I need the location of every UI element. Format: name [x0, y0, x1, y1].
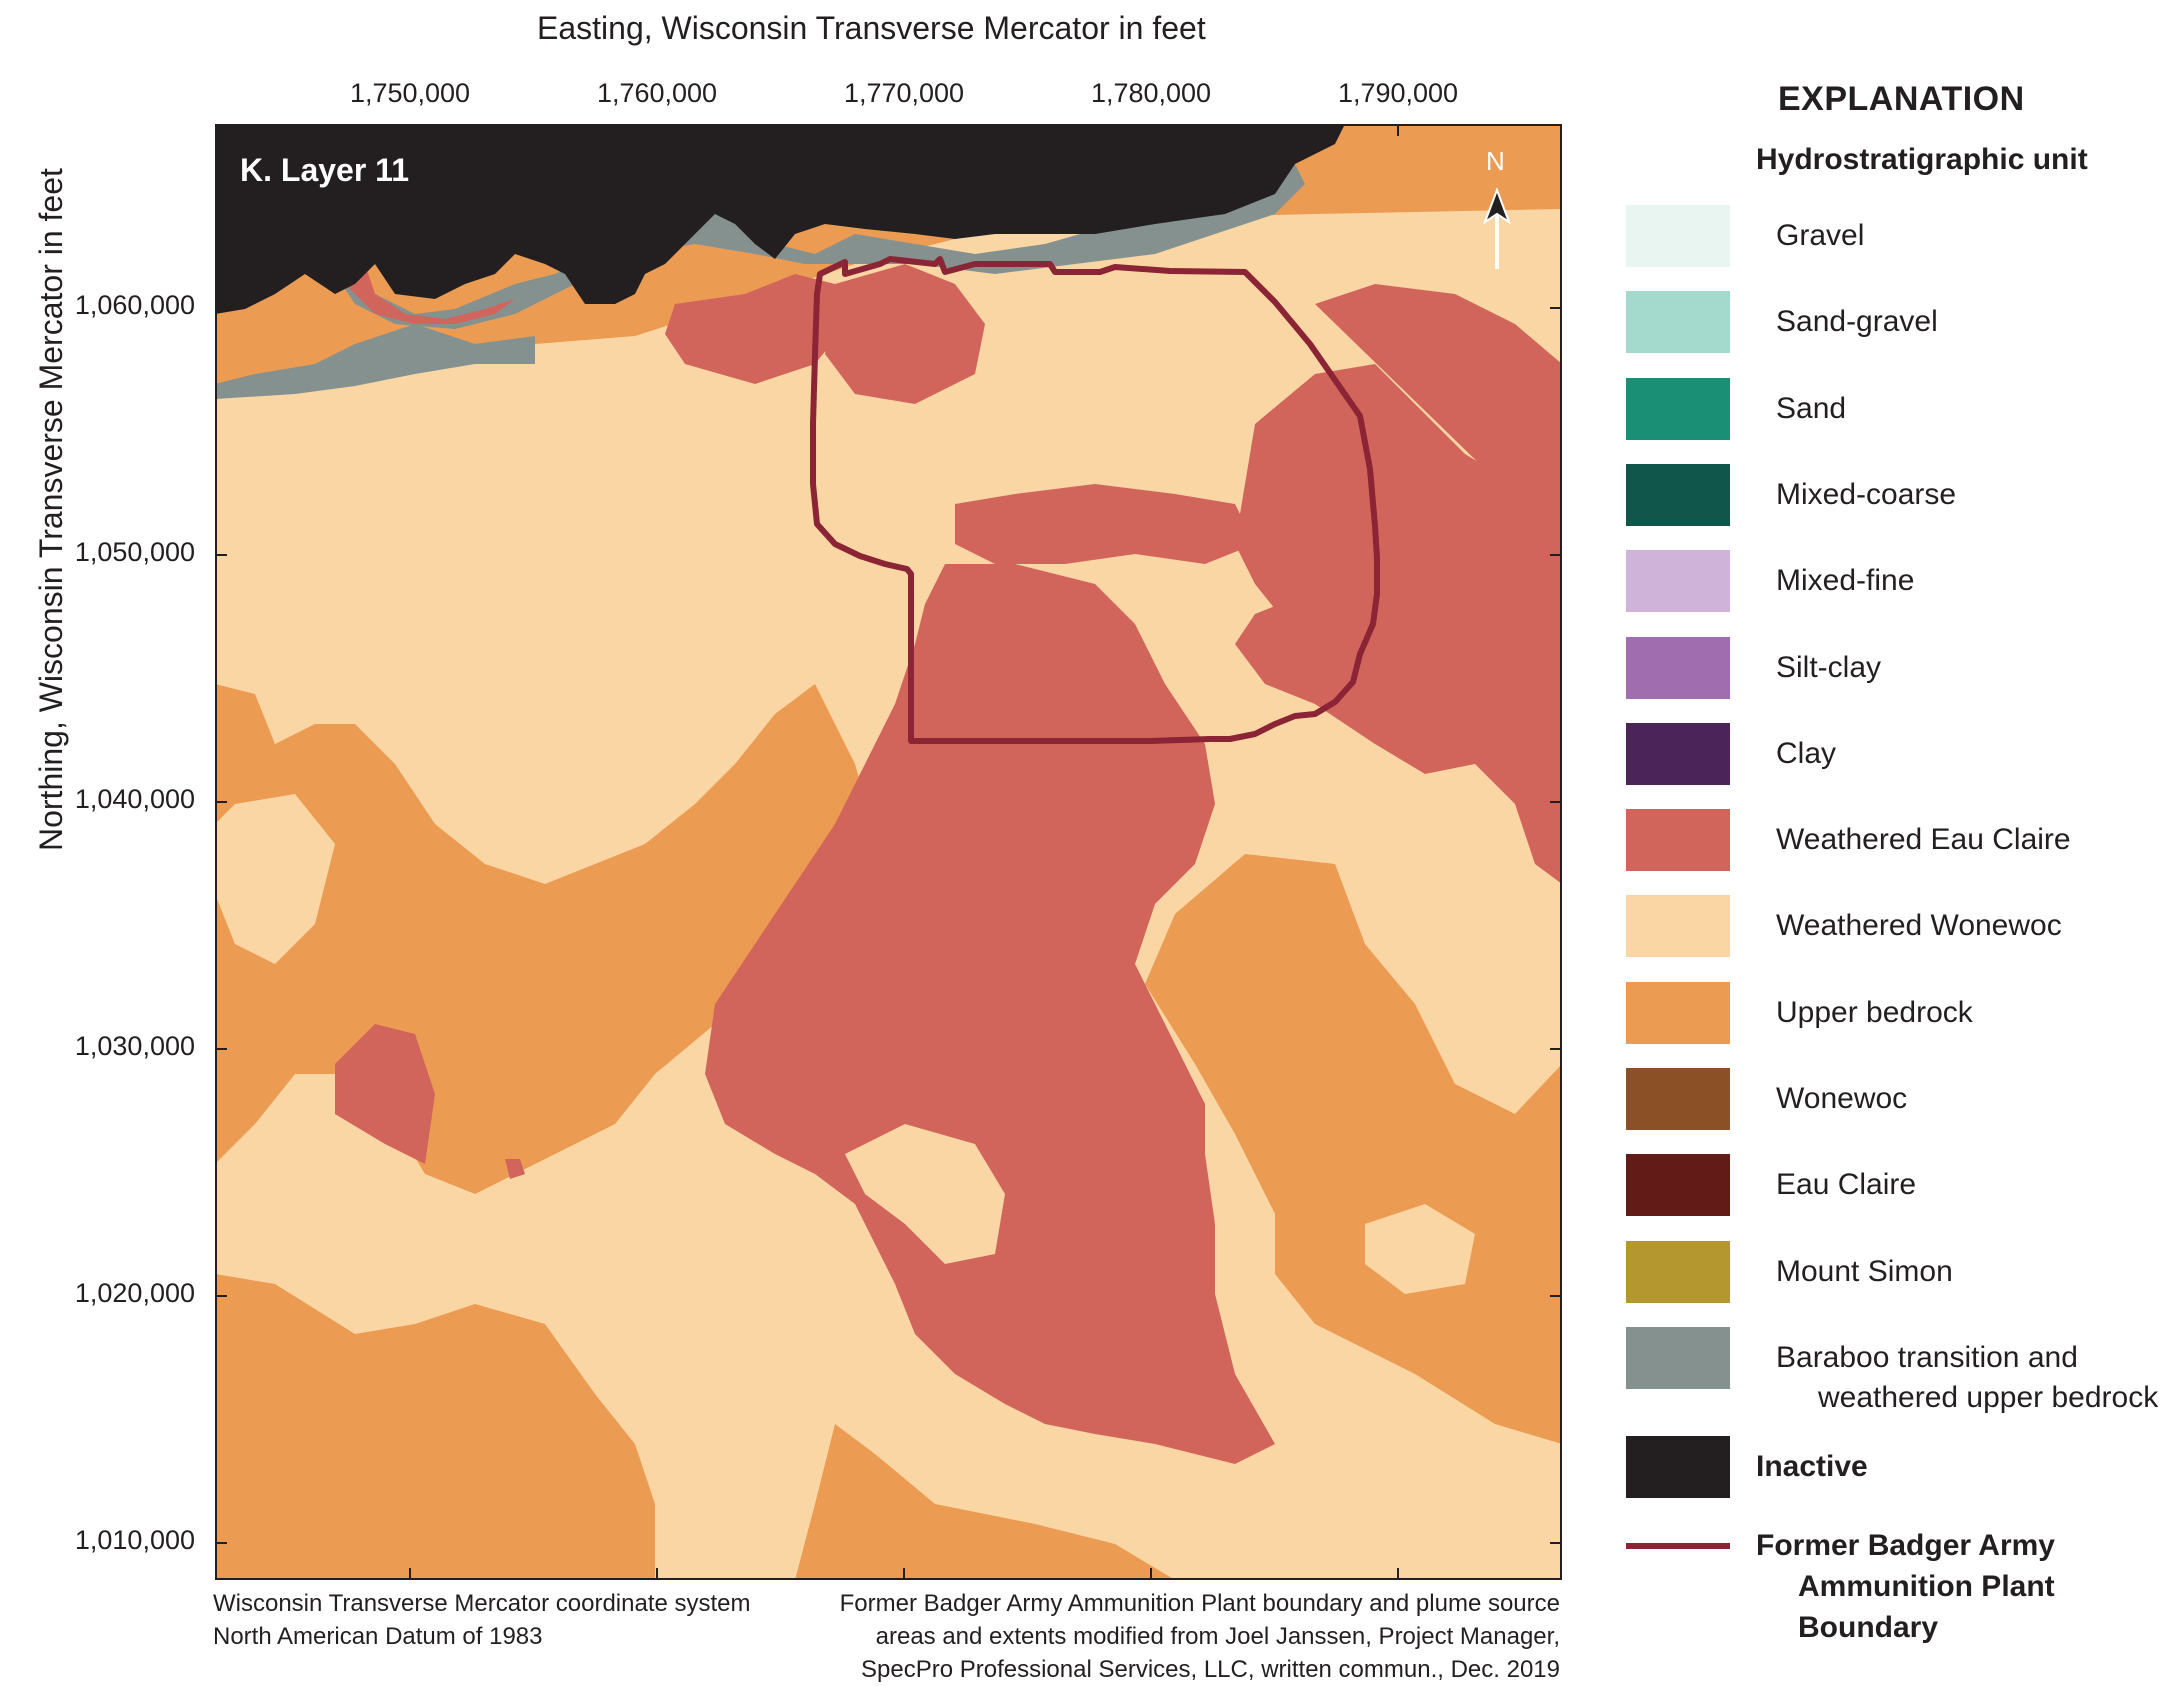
legend-item: Mixed-coarse	[1626, 463, 1956, 526]
legend-label: Sand-gravel	[1776, 305, 1938, 339]
weathered-eau-claire-area	[825, 264, 985, 404]
map-panel: K. Layer 11 N	[215, 124, 1562, 1580]
legend-item: Eau Claire	[1626, 1154, 1916, 1217]
legend-swatch	[1626, 1068, 1730, 1130]
map-canvas	[215, 124, 1562, 1580]
baraboo-transition-area	[215, 324, 535, 399]
legend-label: Sand	[1776, 391, 1847, 425]
weathered-wonewoc-area	[1415, 1434, 1562, 1544]
legend-item: Sand	[1626, 377, 1846, 440]
legend-swatch	[1626, 377, 1730, 440]
legend-swatch	[1626, 205, 1730, 267]
legend-label: Eau Claire	[1776, 1168, 1917, 1202]
legend-label-boundary: Former Badger Army	[1756, 1529, 2055, 1562]
legend-swatch	[1626, 463, 1730, 526]
y-tick-label: 1,010,000	[74, 1525, 195, 1555]
note-left: Wisconsin Transverse Mercator coordinate…	[213, 1590, 751, 1650]
legend-item: Gravel	[1626, 205, 1864, 267]
x-tick-label: 1,770,000	[843, 78, 965, 108]
legend-swatch	[1626, 895, 1730, 958]
map-frame	[215, 124, 1562, 1580]
legend-item: Wonewoc	[1626, 1068, 1907, 1130]
x-tick-label: 1,760,000	[596, 78, 718, 108]
legend-label: Baraboo transition and	[1776, 1340, 2078, 1374]
baraboo-transition-area	[335, 164, 1305, 329]
legend-label: Silt-clay	[1776, 650, 1882, 684]
x-axis-title: Easting, Wisconsin Transverse Mercator i…	[537, 10, 1206, 46]
weathered-eau-claire-area	[705, 564, 1275, 1464]
legend-item: Upper bedrock	[1626, 981, 1973, 1044]
y-tick-label: 1,060,000	[74, 290, 195, 320]
legend-item: Mount Simon	[1626, 1240, 1953, 1303]
legend-label: Mount Simon	[1776, 1254, 1953, 1288]
legend-label: Upper bedrock	[1776, 995, 1973, 1029]
legend-item: Clay	[1626, 722, 1836, 785]
y-axis-title: Northing, Wisconsin Transverse Mercator …	[33, 168, 69, 851]
legend-swatch	[1626, 1326, 1730, 1389]
legend-item: Baraboo transition and weathered upper be…	[1626, 1326, 2158, 1414]
legend-item: Silt-clay	[1626, 636, 1881, 699]
inactive-area	[215, 124, 1562, 314]
weathered-eau-claire-area	[665, 274, 855, 384]
panel-label: K. Layer 11	[240, 152, 409, 188]
legend-item: Sand-gravel	[1626, 291, 1938, 354]
plant-boundary-line	[810, 256, 1380, 744]
y-tick-label: 1,030,000	[74, 1031, 195, 1061]
legend-swatch-inactive	[1626, 1436, 1730, 1498]
legend-title: EXPLANATION	[1778, 80, 2025, 118]
legend-swatch	[1626, 1154, 1730, 1217]
legend-swatch	[1626, 1240, 1730, 1303]
legend-swatch	[1626, 809, 1730, 872]
legend-label: Weathered Wonewoc	[1776, 909, 2062, 943]
weathered-eau-claire-area	[955, 484, 1255, 564]
north-arrow-icon	[1482, 187, 1512, 269]
legend-subtitle: Hydrostratigraphic unit	[1756, 143, 2088, 176]
legend-label: Mixed-fine	[1776, 564, 1915, 598]
legend-swatch	[1626, 636, 1730, 699]
legend-label-line2: weathered upper bedrock	[1818, 1380, 2159, 1414]
y-tick-label: 1,040,000	[74, 784, 195, 814]
weathered-eau-claire-area	[1235, 364, 1562, 644]
legend-item: Mixed-fine	[1626, 550, 1914, 613]
x-tick-label: 1,780,000	[1090, 78, 1212, 108]
legend-label: Clay	[1776, 736, 1837, 770]
legend-label: Wonewoc	[1776, 1082, 1908, 1115]
weathered-eau-claire-area	[505, 1159, 525, 1179]
legend-label-inactive: Inactive	[1756, 1450, 1868, 1483]
y-tick-label: 1,020,000	[74, 1278, 195, 1308]
legend-swatch	[1626, 722, 1730, 785]
legend-label: Gravel	[1776, 219, 1865, 252]
legend-item: Weathered Eau Claire	[1626, 809, 2071, 872]
y-tick-label: 1,050,000	[74, 537, 195, 567]
x-tick-label: 1,750,000	[349, 78, 471, 108]
legend-label: Mixed-coarse	[1776, 477, 1957, 511]
legend-label-boundary-3: Boundary	[1798, 1611, 1939, 1644]
note-right: Former Badger Army Ammunition Plant boun…	[839, 1590, 1560, 1683]
weathered-wonewoc-area	[845, 1124, 1005, 1264]
weathered-eau-claire-area	[335, 1024, 435, 1164]
legend-swatch	[1626, 550, 1730, 613]
legend-label: Weathered Eau Claire	[1776, 823, 2071, 857]
weathered-eau-claire-area	[345, 264, 515, 324]
legend-item: Weathered Wonewoc	[1626, 895, 2062, 958]
legend-boundary-line	[1626, 1543, 1730, 1549]
north-label: N	[1486, 146, 1505, 176]
legend-swatch	[1626, 291, 1730, 354]
legend-label-boundary-2: Ammunition Plant	[1798, 1570, 2055, 1603]
legend-swatch	[1626, 981, 1730, 1044]
weathered-wonewoc-area	[215, 794, 335, 964]
weathered-wonewoc-area	[1365, 1204, 1475, 1294]
x-tick-label: 1,790,000	[1337, 78, 1459, 108]
